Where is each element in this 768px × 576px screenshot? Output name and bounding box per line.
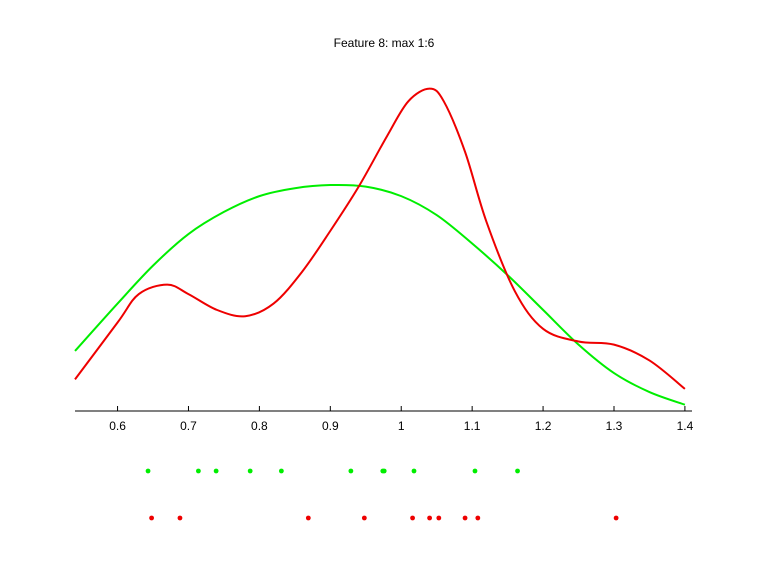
sample-point-series-2 — [361, 515, 367, 521]
sample-point-rows — [145, 468, 619, 521]
x-tick-label: 1.4 — [677, 419, 694, 433]
sample-point-series-2 — [427, 515, 432, 521]
sample-point-series-2 — [410, 515, 415, 521]
sample-point-series-1 — [145, 468, 151, 474]
sample-point-series-2 — [462, 515, 468, 521]
density-curve-1 — [74, 183, 686, 406]
x-tick-label: 0.8 — [251, 419, 268, 433]
sample-point-series-1 — [411, 468, 417, 474]
x-tick-label: 0.7 — [180, 419, 197, 433]
sample-point-series-1 — [196, 468, 201, 474]
x-tick-label: 1 — [398, 419, 405, 433]
x-tick-label: 1.2 — [535, 419, 552, 433]
density-curve-2 — [74, 87, 686, 390]
sample-point-series-2 — [613, 515, 619, 521]
sample-point-series-1 — [247, 468, 253, 474]
x-tick-label: 1.3 — [606, 419, 623, 433]
sample-point-series-1 — [381, 468, 387, 474]
sample-point-series-2 — [177, 515, 183, 521]
chart-title: Feature 8: max 1:6 — [333, 36, 435, 50]
x-tick-label: 1.1 — [464, 419, 481, 433]
x-tick-label: 0.9 — [322, 419, 339, 433]
sample-point-series-2 — [149, 515, 154, 521]
sample-point-series-2 — [305, 515, 311, 521]
sample-point-series-1 — [278, 468, 284, 474]
sample-point-series-2 — [475, 515, 481, 521]
sample-point-series-2 — [436, 515, 442, 521]
x-tick-label: 0.6 — [109, 419, 126, 433]
sample-point-series-1 — [348, 468, 354, 474]
sample-point-series-1 — [515, 468, 520, 474]
sample-point-series-1 — [213, 468, 219, 474]
x-axis: 0.6 0.7 0.8 0.9 1 1.1 1.2 1.3 1.4 — [75, 406, 694, 433]
density-curves — [74, 87, 686, 406]
sample-point-series-1 — [472, 468, 478, 474]
